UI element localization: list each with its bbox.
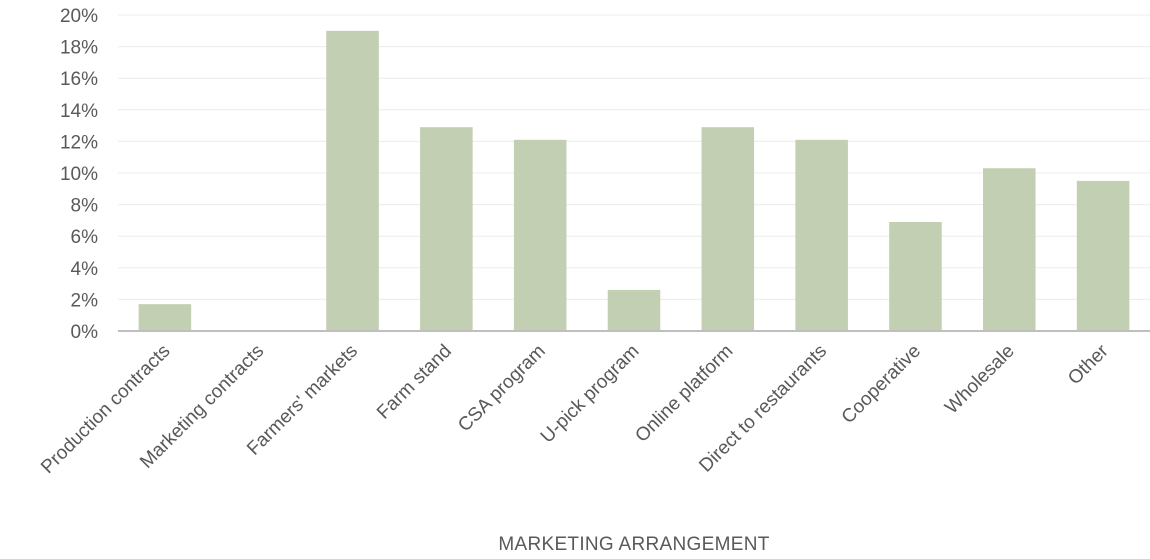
- y-tick-label: 18%: [60, 38, 98, 59]
- y-tick-label: 20%: [60, 6, 98, 27]
- bar: [420, 127, 473, 332]
- x-category-label: Wholesale: [941, 341, 1019, 419]
- y-tick-label: 14%: [60, 101, 98, 122]
- bar: [701, 127, 755, 332]
- y-tick-label: 16%: [60, 69, 98, 90]
- bar: [795, 139, 848, 331]
- y-axis-tick-labels: 0% 2% 4% 6% 8% 10% 12% 14% 16% 18% 20%: [60, 6, 98, 343]
- x-axis-title: MARKETING ARRANGEMENT: [498, 534, 769, 555]
- bar: [983, 168, 1036, 331]
- y-tick-label: 8%: [71, 196, 99, 217]
- x-category-label: CSA program: [454, 341, 549, 436]
- bars: [138, 30, 1130, 332]
- bar: [138, 304, 192, 331]
- x-category-label: U-pick program: [537, 341, 644, 448]
- y-tick-label: 6%: [71, 227, 99, 248]
- y-tick-label: 2%: [71, 290, 99, 311]
- gridlines: [118, 14, 1150, 300]
- x-category-label: Other: [1064, 340, 1113, 389]
- bar: [889, 221, 942, 331]
- bar: [513, 139, 567, 331]
- bar: [607, 289, 661, 331]
- y-tick-label: 12%: [60, 132, 98, 153]
- bar: [1076, 180, 1130, 331]
- y-tick-label: 4%: [71, 259, 99, 280]
- bar: [326, 30, 379, 332]
- x-category-label: Farm stand: [373, 341, 456, 424]
- x-category-label: Cooperative: [838, 341, 925, 428]
- y-tick-label: 10%: [60, 164, 98, 185]
- x-category-label: Online platform: [631, 341, 737, 447]
- y-tick-label: 0%: [71, 322, 99, 343]
